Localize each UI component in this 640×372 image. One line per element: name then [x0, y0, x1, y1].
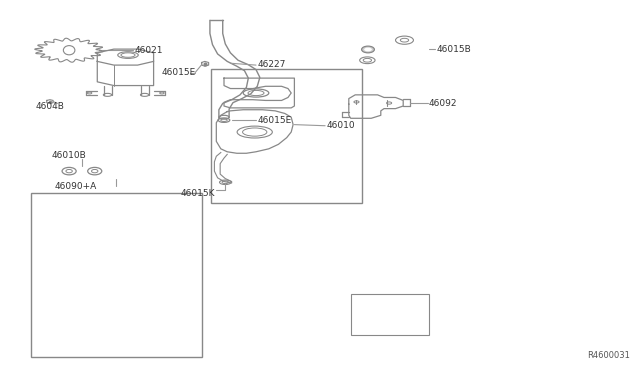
- Text: 46015E: 46015E: [257, 116, 292, 125]
- Text: 46090+A: 46090+A: [54, 182, 97, 190]
- Bar: [211, 69, 362, 203]
- Bar: [351, 294, 429, 335]
- Ellipse shape: [362, 46, 374, 53]
- Text: 46015B: 46015B: [436, 45, 471, 54]
- Text: 46021: 46021: [134, 46, 163, 55]
- Text: R4600031: R4600031: [587, 351, 630, 360]
- Text: 46015K: 46015K: [180, 189, 215, 198]
- Text: 46092: 46092: [429, 99, 458, 108]
- Text: 4604B: 4604B: [35, 102, 64, 110]
- Ellipse shape: [364, 48, 372, 51]
- Text: 46015E: 46015E: [162, 68, 196, 77]
- Text: 46010B: 46010B: [52, 151, 86, 160]
- Text: 46010: 46010: [326, 121, 355, 130]
- Bar: [31, 193, 202, 357]
- Text: 46227: 46227: [257, 60, 285, 69]
